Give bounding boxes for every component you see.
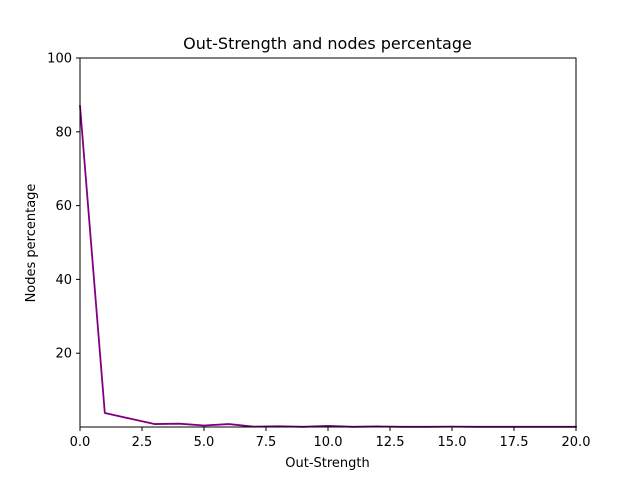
x-tick-label: 17.5 <box>500 435 529 450</box>
y-tick-label: 80 <box>55 125 72 140</box>
x-tick-label: 2.5 <box>132 435 153 450</box>
y-tick-label: 100 <box>47 52 72 67</box>
y-tick-label: 60 <box>55 199 72 214</box>
x-axis-ticks: 0.0 2.5 5.0 7.5 10.0 12.5 15.0 17.5 20.0 <box>70 427 591 450</box>
chart-title: Out-Strength and nodes percentage <box>183 34 472 53</box>
y-axis-ticks: 20 40 60 80 100 <box>47 52 80 362</box>
x-tick-label: 15.0 <box>438 435 467 450</box>
y-tick-label: 40 <box>55 273 72 288</box>
x-tick-label: 5.0 <box>194 435 215 450</box>
x-tick-label: 12.5 <box>376 435 405 450</box>
x-tick-label: 10.0 <box>314 435 343 450</box>
x-tick-label: 7.5 <box>256 435 277 450</box>
plot-background <box>80 58 576 427</box>
y-tick-label: 20 <box>55 347 72 362</box>
plot-area <box>79 57 577 428</box>
x-axis-label: Out-Strength <box>285 456 370 471</box>
y-axis-label: Nodes percentage <box>24 184 39 303</box>
x-tick-label: 20.0 <box>562 435 591 450</box>
x-tick-label: 0.0 <box>70 435 91 450</box>
